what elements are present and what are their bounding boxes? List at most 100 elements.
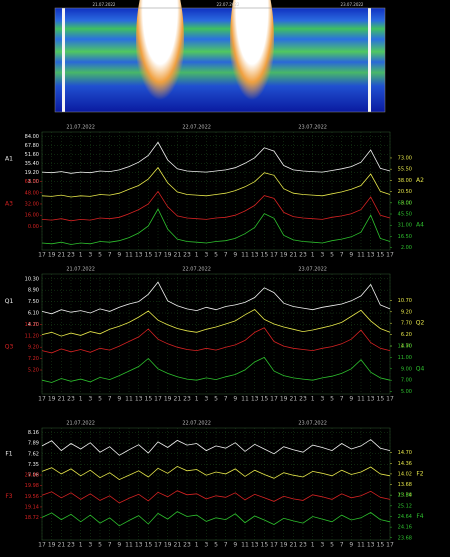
- y-tick-label: 6.20: [401, 332, 412, 338]
- y-tick-label: 11.20: [25, 333, 39, 339]
- series-name: Q4: [416, 365, 425, 372]
- spectrogram-frame: [54, 7, 386, 113]
- x-tick-label: 5: [214, 542, 218, 549]
- x-tick-label: 13: [367, 396, 375, 403]
- y-tick-label: 24.64: [398, 514, 412, 520]
- x-tick-label: 11: [241, 542, 249, 549]
- x-tick-label: 1: [311, 396, 315, 403]
- x-tick-label: 21: [58, 396, 66, 403]
- x-tick-label: 9: [117, 396, 121, 403]
- x-tick-label: 3: [88, 396, 92, 403]
- x-tick-label: 9: [233, 542, 237, 549]
- x-tick-label: 11: [357, 396, 365, 403]
- y-tick-label: 6.10: [28, 311, 39, 317]
- x-tick-label: 17: [38, 542, 46, 549]
- x-tick-label: 9: [349, 252, 353, 259]
- x-tick-label: 23: [183, 252, 191, 259]
- y-tick-label: 14.02: [398, 471, 412, 477]
- x-tick-label: 1: [311, 252, 315, 259]
- y-tick-label: 18.72: [25, 515, 39, 521]
- x-tick-label: 19: [280, 396, 288, 403]
- series-name: Q3: [5, 344, 14, 351]
- y-tick-label: 19.98: [25, 483, 39, 489]
- x-tick-label: 3: [320, 252, 324, 259]
- x-tick-label: 13: [251, 252, 259, 259]
- x-tick-label: 13: [367, 252, 375, 259]
- x-tick-label: 13: [135, 542, 143, 549]
- plot-area: [41, 427, 391, 541]
- x-tick-label: 1: [79, 542, 83, 549]
- spectrogram-spike: [368, 8, 371, 112]
- y-tick-label: 32.00: [25, 201, 39, 207]
- x-tick-label: 17: [386, 252, 394, 259]
- x-tick-label: 17: [154, 396, 162, 403]
- x-tick-label: 5: [330, 542, 334, 549]
- series-line: [41, 439, 391, 456]
- x-tick-label: 19: [48, 252, 56, 259]
- x-tick-label: 9: [117, 542, 121, 549]
- x-tick-label: 21: [174, 542, 182, 549]
- x-tick-label: 11: [125, 542, 133, 549]
- x-tick-label: 7: [224, 252, 228, 259]
- series-line: [41, 208, 391, 245]
- y-tick-label: 60.00: [398, 200, 412, 206]
- y-tick-label: 3.00: [401, 200, 412, 206]
- y-tick-label: 51.60: [25, 152, 39, 158]
- spectrogram-burst: [136, 0, 184, 115]
- x-tick-label: 5: [330, 252, 334, 259]
- spectrogram-spike: [62, 8, 65, 112]
- date-label: 23.07.2022: [298, 421, 327, 427]
- x-tick-label: 21: [290, 252, 298, 259]
- series-name: F4: [416, 513, 423, 520]
- series-line: [41, 166, 391, 198]
- y-tick-label: 20.50: [398, 189, 412, 195]
- x-tick-label: 1: [195, 252, 199, 259]
- y-tick-label: 7.62: [28, 451, 39, 457]
- date-label: 22.07.2022: [182, 421, 211, 427]
- series-line: [41, 511, 391, 527]
- x-tick-label: 3: [204, 396, 208, 403]
- y-tick-label: 7.89: [28, 441, 39, 447]
- x-tick-label: 17: [386, 396, 394, 403]
- series-line: [41, 141, 391, 174]
- x-tick-label: 1: [195, 396, 199, 403]
- x-tick-label: 19: [164, 396, 172, 403]
- y-tick-label: 9.20: [28, 345, 39, 351]
- x-tick-label: 23: [183, 542, 191, 549]
- x-tick-label: 3: [204, 252, 208, 259]
- x-tick-label: 21: [58, 542, 66, 549]
- x-tick-label: 3: [88, 542, 92, 549]
- y-tick-label: 10.70: [398, 298, 412, 304]
- y-tick-label: 7.08: [28, 473, 39, 479]
- x-tick-label: 21: [174, 252, 182, 259]
- x-tick-label: 9: [349, 542, 353, 549]
- x-tick-label: 3: [204, 542, 208, 549]
- y-tick-label: 13.34: [398, 493, 412, 499]
- x-tick-label: 15: [377, 396, 385, 403]
- y-tick-label: 31.00: [398, 223, 412, 229]
- x-tick-label: 1: [195, 542, 199, 549]
- y-tick-label: 8.16: [28, 430, 39, 436]
- x-tick-label: 5: [214, 396, 218, 403]
- x-tick-label: 15: [261, 542, 269, 549]
- y-tick-label: 67.80: [25, 143, 39, 149]
- x-tick-label: 17: [154, 252, 162, 259]
- x-tick-label: 7: [224, 396, 228, 403]
- series-name: Q2: [416, 320, 425, 327]
- y-tick-label: 19.20: [25, 170, 39, 176]
- x-tick-label: 1: [79, 252, 83, 259]
- y-tick-label: 16.00: [25, 213, 39, 219]
- date-label: 22.07.2022: [182, 267, 211, 273]
- x-tick-label: 7: [108, 252, 112, 259]
- x-tick-label: 19: [48, 396, 56, 403]
- x-tick-label: 21: [290, 396, 298, 403]
- y-tick-label: 24.16: [398, 525, 412, 531]
- x-tick-label: 17: [38, 252, 46, 259]
- x-tick-label: 5: [330, 396, 334, 403]
- x-tick-label: 15: [377, 252, 385, 259]
- y-tick-label: 5.00: [401, 389, 412, 395]
- y-tick-label: 5.20: [28, 368, 39, 374]
- y-tick-label: 8.90: [28, 288, 39, 294]
- date-label: 23.07.2022: [298, 125, 327, 131]
